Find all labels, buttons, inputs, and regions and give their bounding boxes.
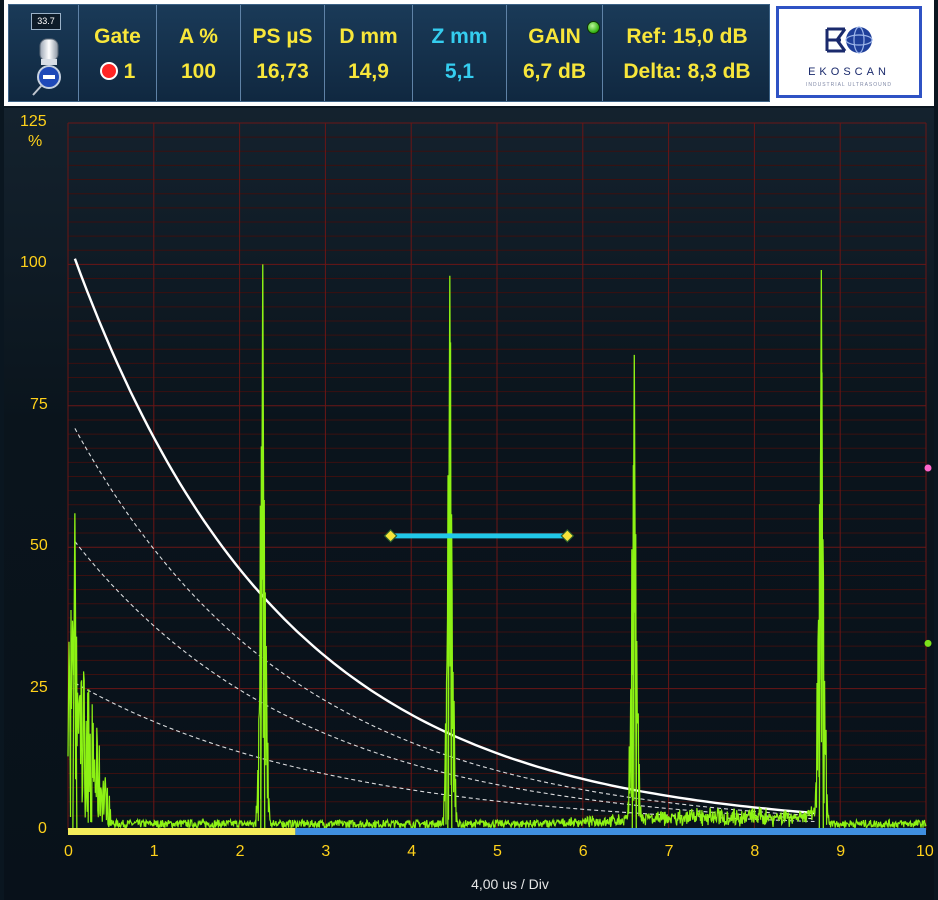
status-bar: 33.7 Gate [4, 0, 934, 106]
echo-peak [72, 513, 78, 831]
x-tick-label: 5 [493, 843, 502, 860]
logo-tagline: INDUSTRIAL ULTRASOUND [806, 82, 892, 88]
y-tick-label: 25 [30, 678, 48, 696]
path-label: PS µS [252, 25, 313, 48]
x-axis-label: 4,00 us / Div [471, 876, 549, 892]
probe-icon [32, 38, 61, 96]
x-tick-label: 0 [64, 843, 73, 860]
y-tick-label: 0 [38, 820, 47, 837]
y-tick-label: 75 [30, 395, 48, 413]
amplitude-cell[interactable]: A % 100 [157, 5, 241, 101]
range-bar-blue [295, 828, 926, 835]
level-marker [924, 464, 932, 472]
level-marker [924, 639, 932, 647]
echo-signal [67, 264, 927, 831]
echo-trace [67, 280, 927, 830]
z-value: 5,1 [444, 60, 475, 83]
reference-delta: Delta: 8,3 dB [623, 60, 751, 83]
ekoscan-logo-icon: EKOSCAN INDUSTRIAL ULTRASOUND [806, 26, 892, 88]
probe-cell[interactable]: 33.7 [9, 5, 79, 101]
y-tick-label: 125 [20, 113, 47, 130]
gain-value: 6,7 dB [522, 60, 587, 83]
echo-peak [260, 264, 266, 831]
gate-label: Gate [94, 25, 141, 48]
y-tick-label: 50 [30, 537, 48, 555]
gate-handle [383, 529, 398, 543]
measurement-panel: 33.7 Gate [8, 4, 770, 102]
right-markers [924, 464, 932, 647]
z-cell[interactable]: Z mm 5,1 [413, 5, 507, 101]
y-tick-label: 100 [20, 254, 47, 272]
echo-peak [631, 354, 637, 831]
x-tick-label: 6 [578, 843, 588, 860]
amplitude-label: A % [179, 25, 218, 48]
x-tick-label: 4 [407, 843, 417, 860]
dac-curve [73, 258, 815, 815]
path-value: 16,73 [256, 60, 309, 83]
ekoscan-logo: EKOSCAN INDUSTRIAL ULTRASOUND [776, 6, 922, 98]
reference-cell[interactable]: Ref: 15,0 dB Delta: 8,3 dB [603, 5, 771, 101]
range-bar-yellow [68, 828, 296, 835]
probe-value-badge: 33.7 [31, 13, 61, 30]
echo-peak [447, 275, 453, 831]
a-scan-display[interactable] [4, 108, 934, 900]
depth-value: 14,9 [348, 60, 389, 83]
gate-handle [560, 529, 575, 543]
y-unit-label: % [28, 133, 43, 150]
depth-label: D mm [339, 25, 398, 48]
echo-peak [818, 270, 824, 831]
reference-ref: Ref: 15,0 dB [626, 25, 748, 48]
x-tick-label: 10 [916, 843, 934, 860]
gate-value-row: 1 [79, 58, 156, 86]
x-tick-label: 1 [149, 843, 159, 860]
gain-cell[interactable]: GAIN 6,7 dB [507, 5, 603, 101]
dac-curves [73, 258, 815, 823]
x-tick-label: 3 [321, 843, 331, 860]
x-tick-label: 9 [836, 843, 846, 860]
gate-value: 1 [123, 60, 136, 83]
gain-label: GAIN [528, 25, 581, 48]
amplitude-value: 100 [180, 60, 217, 83]
grid [67, 122, 927, 831]
x-tick-label: 8 [750, 843, 760, 860]
gate-indicator-icon [99, 62, 118, 80]
gain-status-icon [587, 21, 600, 34]
z-label: Z mm [431, 25, 488, 48]
gate-cell[interactable]: Gate 1 [79, 5, 157, 101]
gate-bar[interactable] [383, 529, 575, 543]
logo-name: EKOSCAN [808, 66, 890, 78]
x-tick-label: 7 [664, 843, 674, 860]
x-tick-label: 2 [235, 843, 245, 860]
range-bars [68, 828, 926, 835]
depth-cell[interactable]: D mm 14,9 [325, 5, 413, 101]
path-cell[interactable]: PS µS 16,73 [241, 5, 325, 101]
